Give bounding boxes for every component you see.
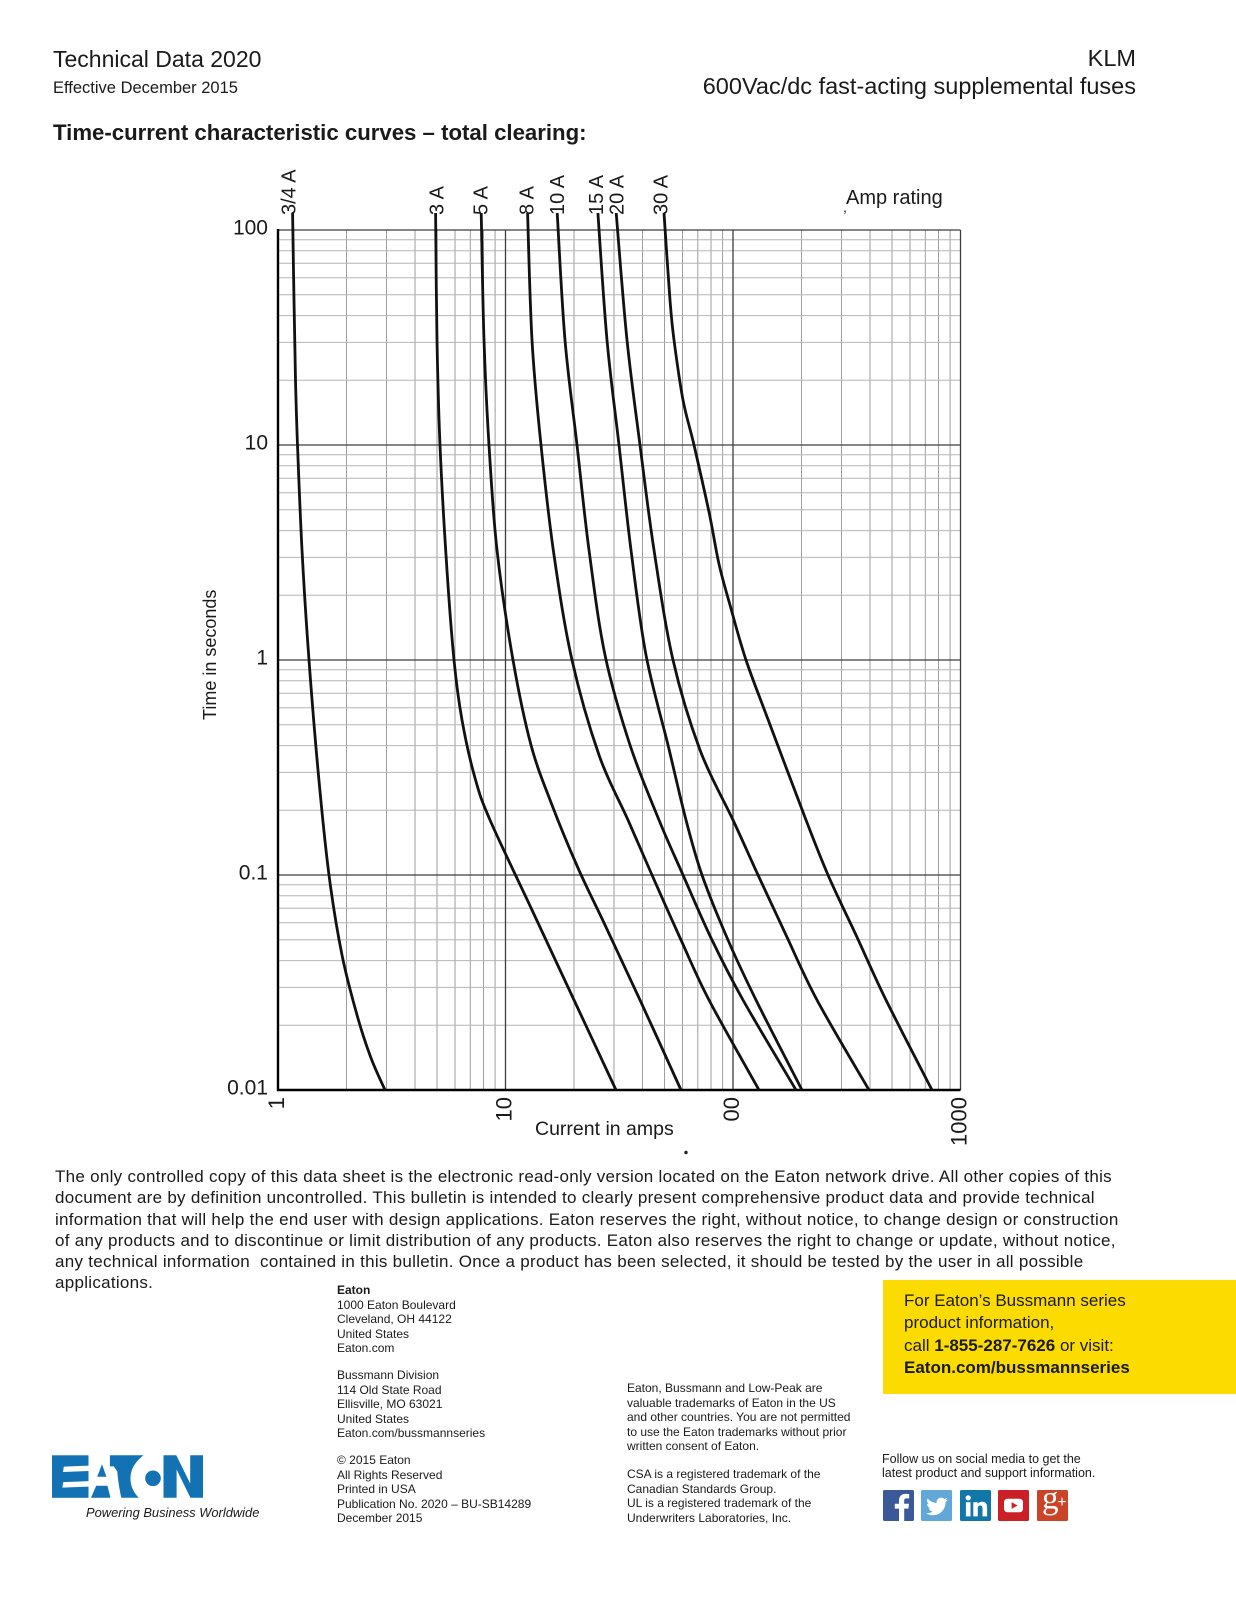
svg-text:g: g bbox=[1042, 1490, 1059, 1517]
svg-text:Amp rating: Amp rating bbox=[846, 187, 943, 209]
svg-text:0.01: 0.01 bbox=[227, 1077, 268, 1100]
svg-text:15 A: 15 A bbox=[586, 174, 608, 215]
svg-text:10: 10 bbox=[245, 432, 268, 455]
svg-text:1000: 1000 bbox=[947, 1097, 972, 1146]
svg-text:0.1: 0.1 bbox=[239, 862, 268, 885]
svg-text:100: 100 bbox=[233, 217, 268, 240]
svg-text:00: 00 bbox=[719, 1097, 744, 1121]
svg-text:30 A: 30 A bbox=[651, 174, 673, 215]
svg-text:10: 10 bbox=[492, 1097, 517, 1121]
svg-text:10 A: 10 A bbox=[547, 174, 569, 215]
svg-text:Current in amps: Current in amps bbox=[535, 1118, 674, 1140]
svg-text:3/4 A: 3/4 A bbox=[279, 169, 301, 215]
svg-text:Time in seconds: Time in seconds bbox=[200, 590, 220, 720]
svg-text:1: 1 bbox=[256, 647, 268, 670]
svg-text:3 A: 3 A bbox=[427, 185, 449, 215]
svg-text:8 A: 8 A bbox=[517, 185, 539, 215]
svg-text:20 A: 20 A bbox=[607, 174, 629, 215]
svg-text:,: , bbox=[843, 199, 847, 215]
svg-text:1: 1 bbox=[264, 1097, 289, 1109]
svg-text:+: + bbox=[1058, 1494, 1067, 1511]
svg-text:5 A: 5 A bbox=[471, 185, 493, 215]
